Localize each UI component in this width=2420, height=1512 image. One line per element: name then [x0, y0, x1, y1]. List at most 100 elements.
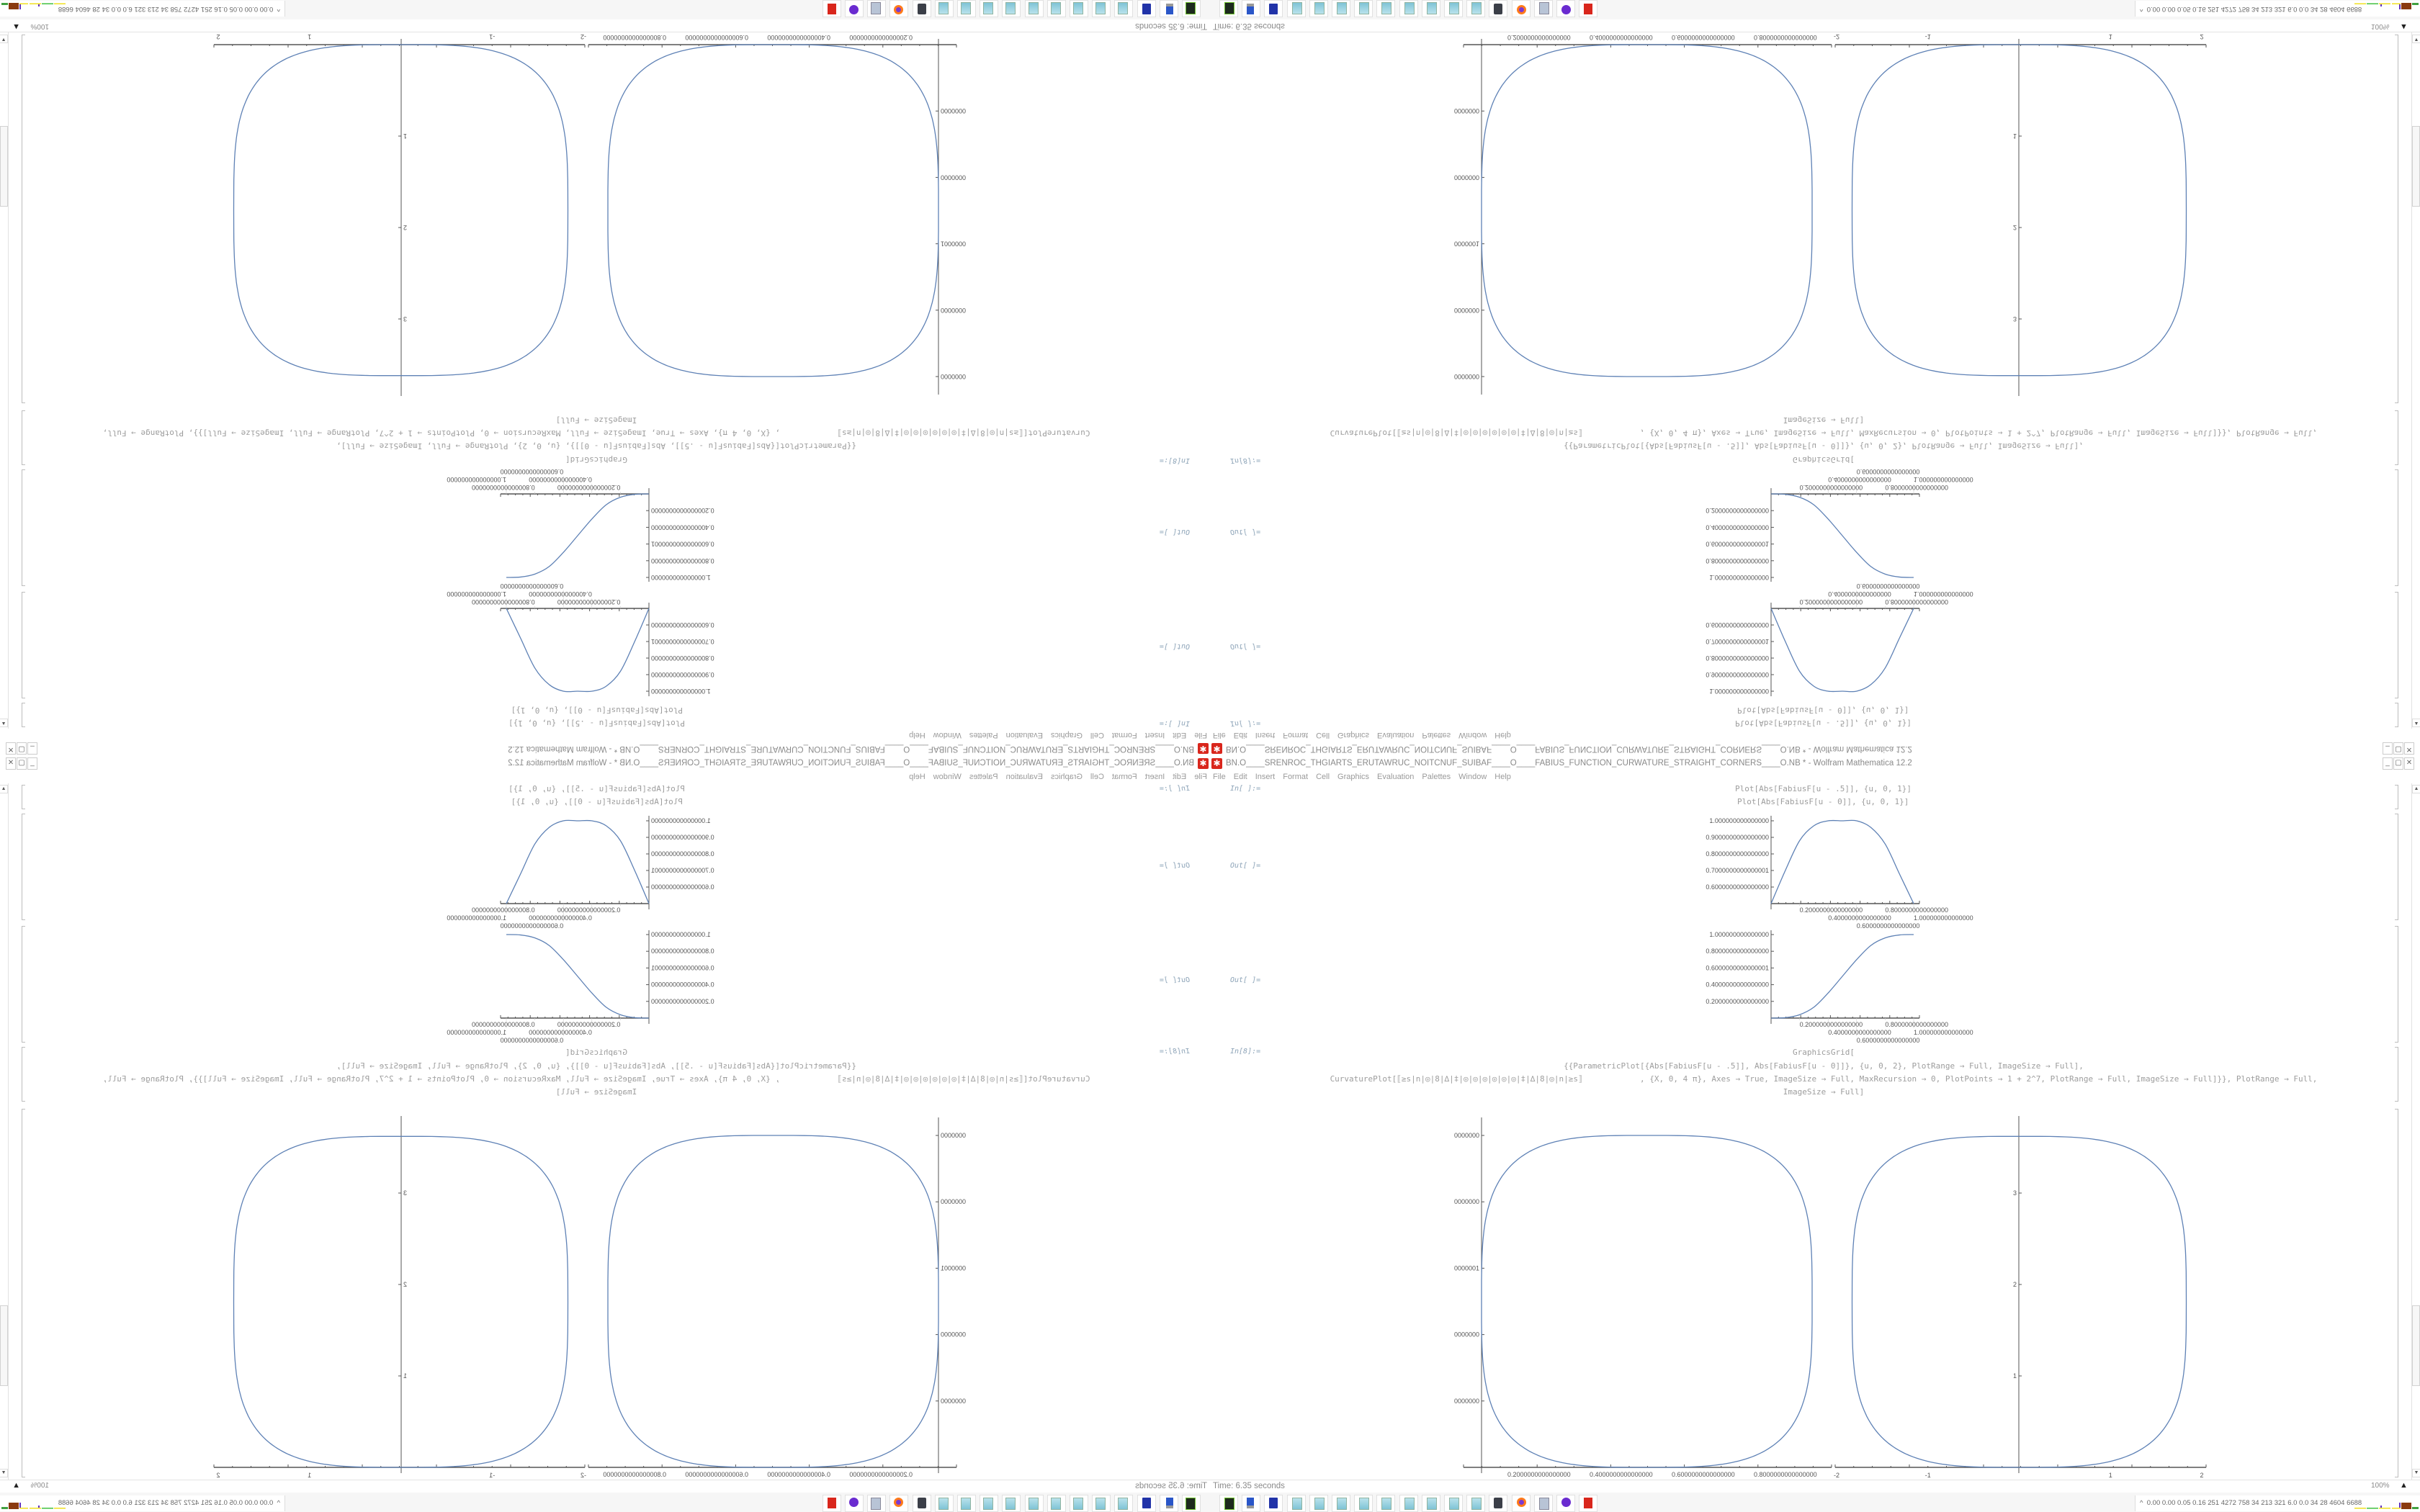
notepad-icon[interactable] [1309, 0, 1328, 17]
notepad-icon[interactable] [1047, 1495, 1066, 1512]
notepad-icon[interactable] [1002, 0, 1021, 17]
floppy-icon[interactable] [1264, 0, 1283, 17]
tray-chevron-icon[interactable]: ^ [2140, 1499, 2143, 1507]
computer-icon[interactable] [1242, 1495, 1261, 1512]
menu-evaluation[interactable]: Evaluation [1377, 773, 1415, 781]
notepad-icon[interactable] [1092, 1495, 1111, 1512]
notepad-icon[interactable] [1354, 1495, 1373, 1512]
maximize-button[interactable]: ▢ [2393, 757, 2403, 770]
firefox-icon[interactable] [1511, 0, 1531, 17]
floppy-icon[interactable] [1264, 1495, 1283, 1512]
notepad-icon[interactable] [934, 1495, 954, 1512]
firefox-icon[interactable] [1511, 1495, 1531, 1512]
scroll-down-icon[interactable]: ▼ [2412, 35, 2420, 43]
zoom-menu-icon[interactable]: ▲ [12, 1481, 20, 1490]
notepad-icon[interactable] [1466, 0, 1486, 17]
zoom-level[interactable]: 100% [30, 1482, 49, 1490]
scrollbar-thumb[interactable] [0, 1305, 8, 1386]
mathematica-icon[interactable] [1579, 1495, 1598, 1512]
scrollbar-thumb[interactable] [0, 126, 8, 207]
input-code-line[interactable]: ImageSize → Full] [1783, 1087, 1865, 1097]
notepad-icon[interactable] [1421, 1495, 1440, 1512]
computer-icon[interactable] [1159, 0, 1178, 17]
terminal-icon[interactable] [1219, 0, 1238, 17]
vertical-scrollbar[interactable] [2411, 783, 2420, 1480]
input-code-line[interactable]: {{ParametricPlot[{Abs[FabiusF[u - .5]], … [1564, 1061, 2084, 1071]
scroll-down-icon[interactable]: ▼ [0, 35, 8, 43]
scroll-up-icon[interactable]: ▲ [2412, 719, 2420, 727]
notepad-icon[interactable] [1332, 1495, 1350, 1512]
webcam-icon[interactable] [1489, 1495, 1508, 1512]
notepad-icon[interactable] [1376, 1495, 1396, 1512]
notepad-icon[interactable] [1047, 0, 1066, 17]
scroll-down-icon[interactable]: ▼ [2412, 1469, 2420, 1477]
scroll-up-icon[interactable]: ▲ [0, 719, 8, 727]
input-code-line[interactable]: CurvaturePlot[⟦≥s|n|◎|8|∆|‡|◎|◎|◎|◎|◎|◎|… [1330, 1074, 2318, 1084]
firefox-icon[interactable] [889, 0, 909, 17]
notepad-icon[interactable] [934, 0, 954, 17]
notepad-icon[interactable] [1114, 1495, 1134, 1512]
zoom-menu-icon[interactable]: ▲ [12, 22, 20, 31]
scrollbar-thumb[interactable] [2412, 1305, 2420, 1386]
firefox-icon[interactable] [889, 1495, 909, 1512]
notepad-icon[interactable] [1376, 0, 1396, 17]
documents-icon[interactable] [867, 0, 887, 17]
cell-bracket[interactable] [2395, 1047, 2398, 1102]
menu-file[interactable]: File [1213, 773, 1226, 781]
mathematica-icon[interactable] [822, 0, 841, 17]
notepad-icon[interactable] [1421, 0, 1440, 17]
menu-insert[interactable]: Insert [1255, 773, 1276, 781]
notepad-icon[interactable] [980, 1495, 999, 1512]
notepad-icon[interactable] [1444, 1495, 1463, 1512]
notepad-icon[interactable] [1444, 0, 1463, 17]
notepad-icon[interactable] [957, 1495, 976, 1512]
tray-chevron-icon[interactable]: ^ [2140, 5, 2143, 13]
notepad-icon[interactable] [1070, 1495, 1088, 1512]
terminal-icon[interactable] [1182, 0, 1201, 17]
notepad-icon[interactable] [1399, 1495, 1418, 1512]
tray-chevron-icon[interactable]: ^ [277, 5, 280, 13]
mathematica-icon[interactable] [822, 1495, 841, 1512]
floppy-icon[interactable] [1137, 0, 1156, 17]
purple-app-icon[interactable] [1556, 0, 1575, 17]
scroll-down-icon[interactable]: ▼ [0, 1469, 8, 1477]
zoom-level[interactable]: 100% [2371, 22, 2390, 30]
documents-icon[interactable] [1533, 1495, 1553, 1512]
webcam-icon[interactable] [1489, 0, 1508, 17]
purple-app-icon[interactable] [1556, 1495, 1575, 1512]
minimize-button[interactable]: _ [2383, 757, 2393, 770]
mathematica-icon[interactable] [1579, 0, 1598, 17]
scroll-up-icon[interactable]: ▲ [0, 785, 8, 793]
scrollbar-thumb[interactable] [2412, 126, 2420, 207]
menu-cell[interactable]: Cell [1316, 773, 1330, 781]
notepad-icon[interactable] [957, 0, 976, 17]
notepad-icon[interactable] [1002, 1495, 1021, 1512]
notepad-icon[interactable] [1354, 0, 1373, 17]
notepad-icon[interactable] [1024, 0, 1044, 17]
purple-app-icon[interactable] [845, 0, 864, 17]
notepad-icon[interactable] [1332, 0, 1350, 17]
notepad-icon[interactable] [1092, 0, 1111, 17]
notepad-icon[interactable] [1309, 1495, 1328, 1512]
documents-icon[interactable] [867, 1495, 887, 1512]
menu-format[interactable]: Format [1283, 773, 1309, 781]
notepad-icon[interactable] [1286, 0, 1306, 17]
menu-graphics[interactable]: Graphics [1337, 773, 1370, 781]
purple-app-icon[interactable] [845, 1495, 864, 1512]
menu-window[interactable]: Window [1458, 773, 1487, 781]
close-button[interactable]: ✕ [2404, 757, 2414, 770]
computer-icon[interactable] [1159, 1495, 1178, 1512]
zoom-level[interactable]: 100% [2371, 1482, 2390, 1490]
notepad-icon[interactable] [1399, 0, 1418, 17]
computer-icon[interactable] [1242, 0, 1261, 17]
webcam-icon[interactable] [912, 1495, 931, 1512]
cell-bracket[interactable] [2395, 785, 2398, 809]
notepad-icon[interactable] [1024, 1495, 1044, 1512]
floppy-icon[interactable] [1137, 1495, 1156, 1512]
notepad-icon[interactable] [1070, 0, 1088, 17]
menu-palettes[interactable]: Palettes [1422, 773, 1451, 781]
cell-bracket[interactable] [2395, 926, 2398, 1043]
scroll-up-icon[interactable]: ▲ [2412, 785, 2420, 793]
menu-help[interactable]: Help [1494, 773, 1511, 781]
input-code-line[interactable]: Plot[Abs[FabiusF[u - .5]], {u, 0, 1}] [1735, 784, 1912, 793]
